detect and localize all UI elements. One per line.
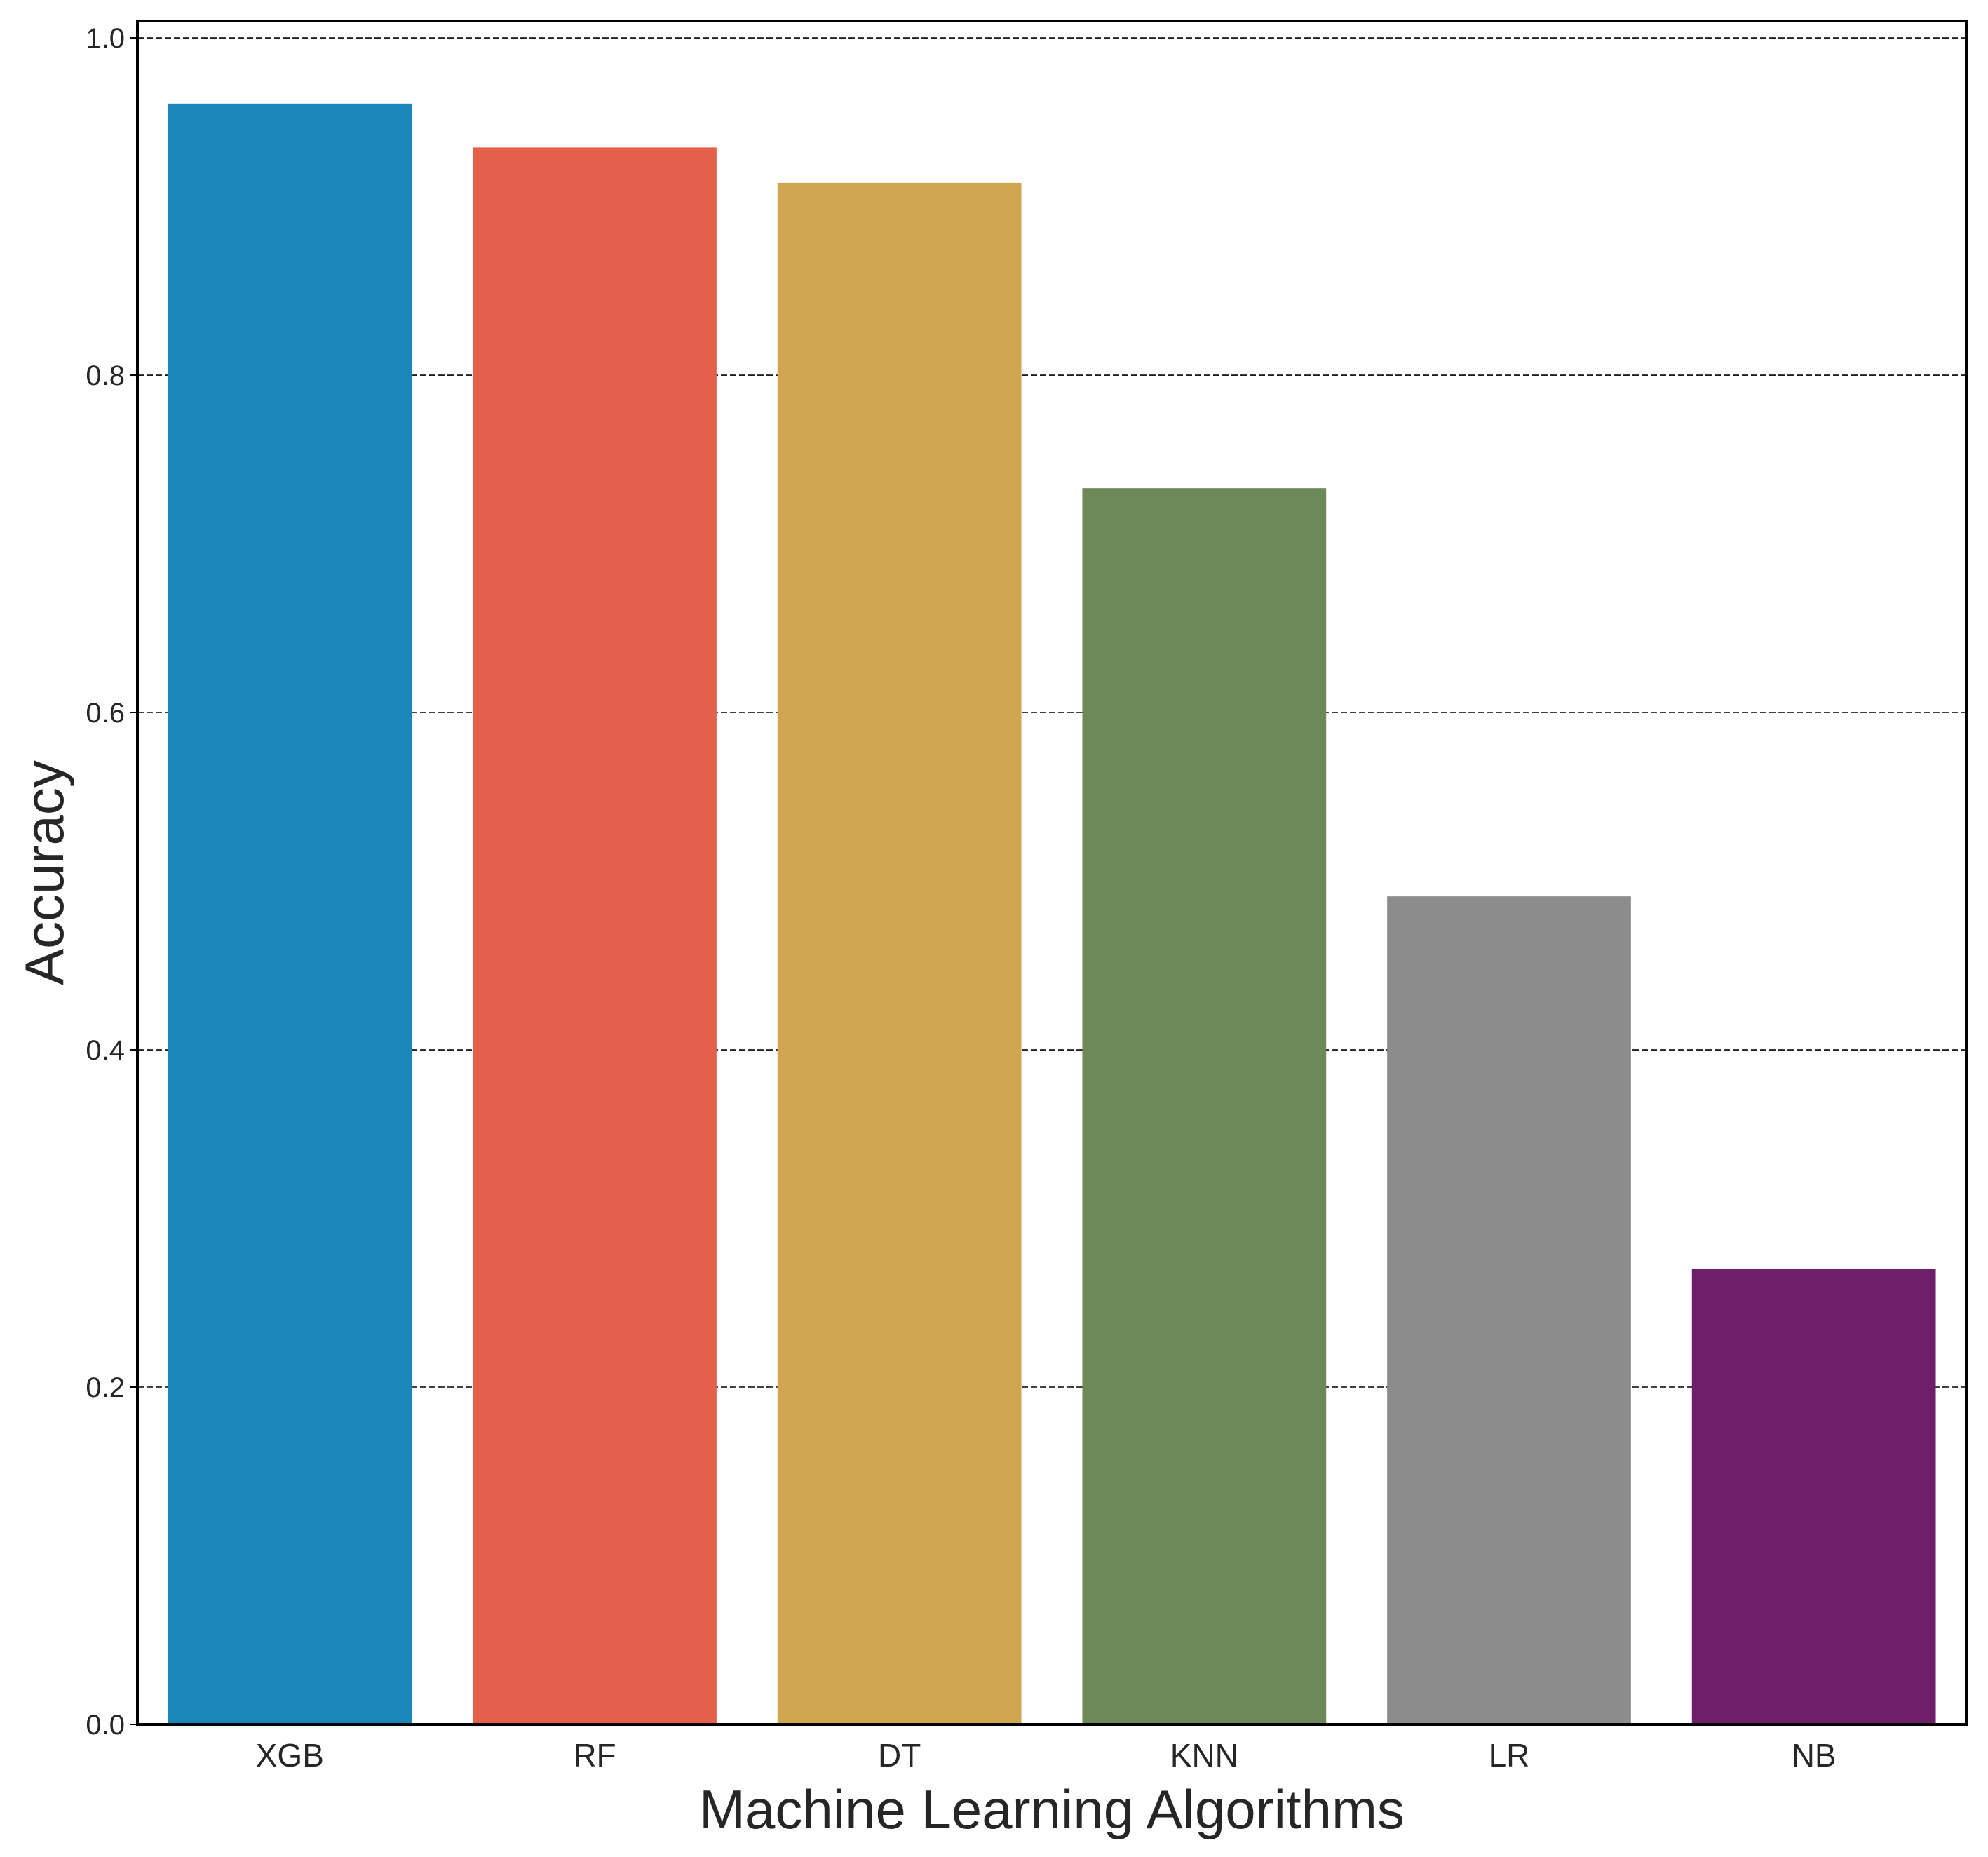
bars — [168, 103, 1936, 1725]
y-axis-ticks: 0.0 0.2 0.4 0.6 0.8 1.0 — [86, 23, 137, 1741]
x-tick-label: DT — [878, 1737, 921, 1774]
gridlines — [137, 37, 1966, 1388]
x-tick-label: XGB — [256, 1737, 324, 1774]
y-tick-label: 0.2 — [86, 1372, 125, 1403]
y-tick-label: 0.8 — [86, 360, 125, 391]
bar-dt — [777, 182, 1022, 1724]
x-tick-label: NB — [1792, 1737, 1837, 1774]
y-tick-label: 1.0 — [86, 23, 125, 54]
y-axis-title: Accuracy — [13, 760, 75, 985]
bar-xgb — [168, 103, 412, 1725]
bar-nb — [1691, 1269, 1936, 1724]
x-axis-title: Machine Learning Algorithms — [699, 1778, 1405, 1840]
x-tick-label: LR — [1489, 1737, 1530, 1774]
bar-knn — [1082, 488, 1327, 1724]
bar-rf — [473, 147, 717, 1724]
y-tick-label: 0.0 — [86, 1710, 125, 1741]
plot-frame — [136, 20, 1968, 1726]
x-axis-ticks: XGB RF DT KNN LR NB — [256, 1737, 1837, 1774]
x-tick-label: KNN — [1170, 1737, 1238, 1774]
x-tick-label: RF — [573, 1737, 616, 1774]
y-tick-label: 0.4 — [86, 1035, 125, 1066]
y-tick-label: 0.6 — [86, 698, 125, 729]
bar-lr — [1387, 896, 1631, 1724]
